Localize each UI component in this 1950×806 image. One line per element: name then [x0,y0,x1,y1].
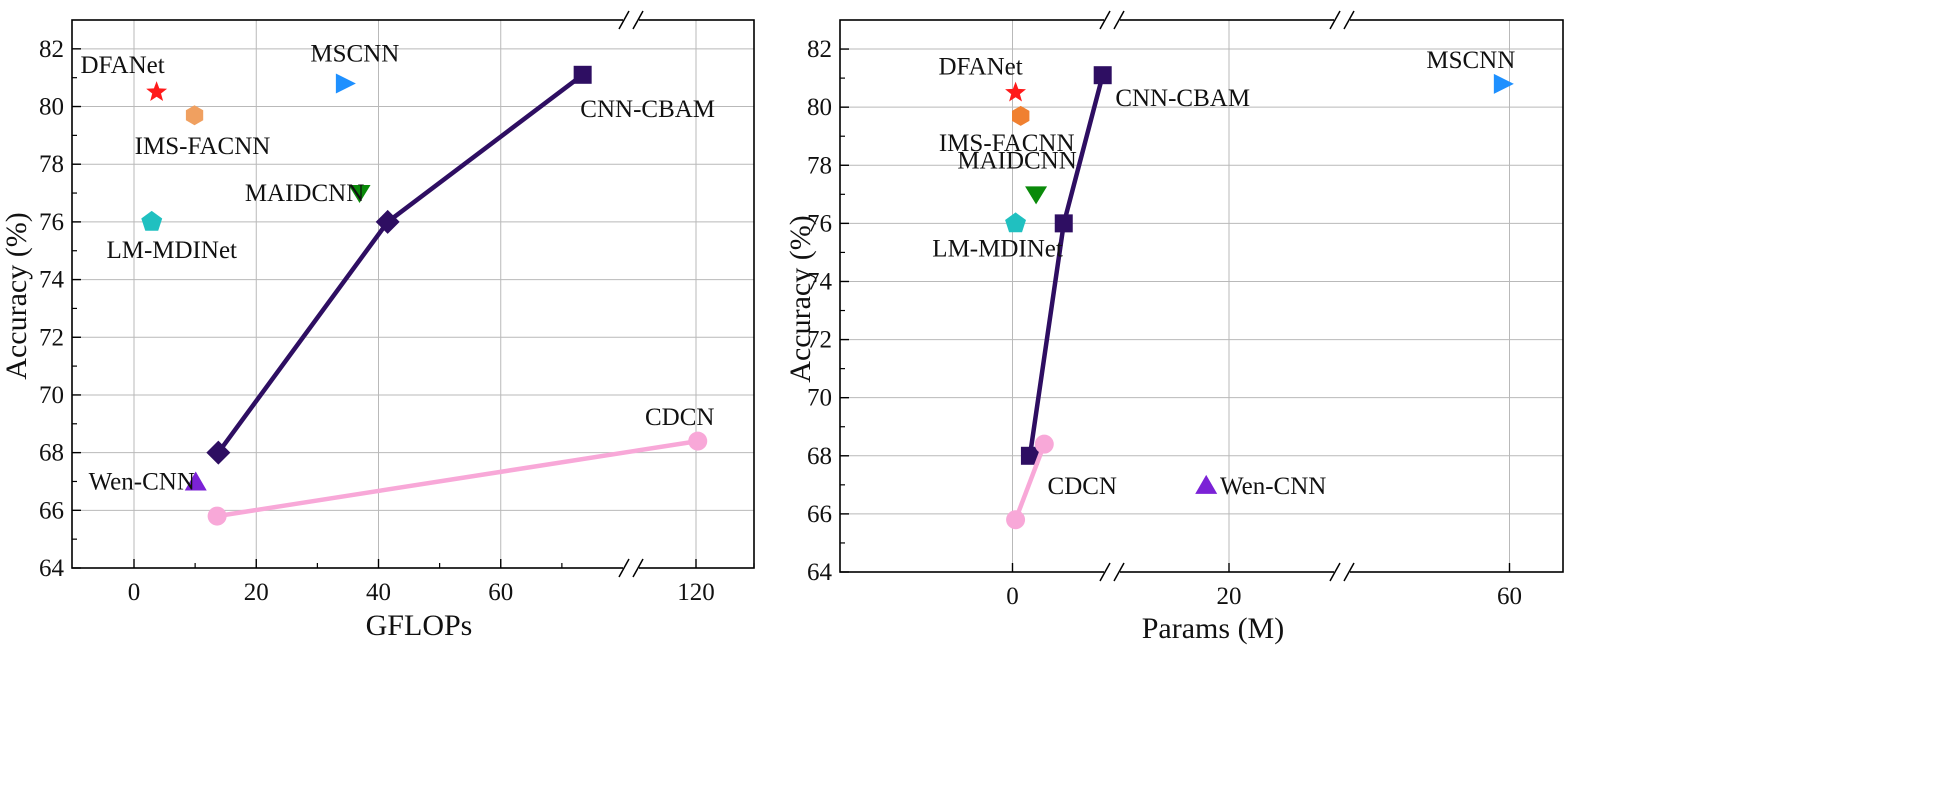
axis-break-mark [632,10,644,30]
point-marker-lm-mdinet [141,210,163,231]
point-label-mscnn: MSCNN [310,40,399,67]
y-tick-label: 78 [807,152,832,179]
axis-break-gap [1104,569,1120,575]
point-marker-ims-facnn [1012,105,1030,126]
chart-right-params: 64 66 68 70 72 74 76 78 80 82 0 20 60 Params (M) Accur… [784,10,1564,645]
axis-break-mark [1329,10,1341,30]
x-tick-label: 120 [677,579,715,606]
point-marker-maidcnn [348,185,371,204]
series-line-cdcn [1013,443,1047,521]
series-line-cdcn [216,438,699,519]
axis-break-mark [618,558,630,578]
axis-break-gap [1104,17,1120,23]
y-axis-title: Accuracy (%) [784,215,817,382]
series-point-cdcn [1006,510,1026,530]
point-label-ims-facnn: IMS-FACNN [135,133,271,160]
y-tick-label: 74 [807,268,833,295]
series-point-cnn-cbam [573,65,592,84]
point-marker-lm-mdinet [1005,212,1026,233]
y-tick-label: 64 [39,555,65,582]
series-point-cnn-cbam [375,209,400,234]
series-point-cnn-cbam [1020,446,1039,465]
axis-break-mark [1343,10,1355,30]
point-marker-mscnn [1493,73,1514,94]
axis-break-mark [1329,562,1341,582]
y-tick-label: 78 [39,151,64,178]
chart-left-gflops: 64 66 68 70 72 74 76 78 80 82 0 20 40 60 120 GFLOPs Accu… [0,10,755,642]
axis-break-mark [618,10,630,30]
axis-break-gap [1334,17,1350,23]
point-label-maidcnn: MAIDCNN [245,180,364,207]
plot-frame [71,19,755,569]
x-tick-label: 60 [1497,583,1522,610]
point-label-lm-mdinet: LM-MDINet [106,237,237,264]
y-tick-label: 80 [39,94,64,121]
x-tick-label: 0 [1006,583,1019,610]
series-label-cdcn: CDCN [645,404,714,431]
point-label-wen-cnn: Wen-CNN [1220,473,1326,500]
axis-break-gap [1334,569,1350,575]
y-tick-label: 72 [807,327,832,354]
plot-frame [839,19,1564,573]
y-tick-label: 64 [807,559,833,586]
axis-break-mark [1113,10,1125,30]
point-marker-mscnn [335,73,356,94]
series-point-cdcn [688,431,708,451]
x-tick-label: 40 [366,579,391,606]
y-tick-label: 74 [39,267,65,294]
point-marker-maidcnn [1025,186,1048,205]
point-label-mscnn: MSCNN [1426,47,1515,74]
point-marker-dfanet [1005,81,1026,102]
point-label-dfanet: DFANet [80,52,164,79]
series-point-cnn-cbam [1054,214,1073,233]
x-tick-label: 60 [488,579,513,606]
y-tick-label: 82 [39,36,64,63]
point-label-dfanet: DFANet [938,54,1022,81]
y-tick-label: 76 [39,209,64,236]
y-tick-label: 82 [807,36,832,63]
y-tick-label: 76 [807,210,832,237]
axis-break-gap [623,565,639,571]
series-label-cnn-cbam: CNN-CBAM [1115,85,1250,112]
point-label-maidcnn: MAIDCNN [957,147,1076,174]
y-tick-label: 68 [807,443,832,470]
axis-break-mark [1343,562,1355,582]
series-line-cnn-cbam [216,73,585,454]
x-tick-label: 20 [244,579,269,606]
y-tick-label: 72 [39,324,64,351]
y-tick-label: 66 [807,501,832,528]
y-axis-title: Accuracy (%) [0,212,33,379]
axis-break-mark [1099,562,1111,582]
series-point-cnn-cbam [1093,66,1112,85]
y-tick-label: 70 [807,385,832,412]
axis-break-mark [1113,562,1125,582]
point-marker-ims-facnn [185,105,204,126]
series-point-cnn-cbam [206,440,231,465]
axis-break-gap [623,17,639,23]
x-tick-label: 0 [128,579,141,606]
point-label-ims-facnn: IMS-FACNN [939,130,1075,157]
y-tick-label: 70 [39,382,64,409]
point-marker-wen-cnn [184,471,207,491]
y-tick-label: 80 [807,94,832,121]
point-marker-wen-cnn [1195,474,1218,494]
point-label-lm-mdinet: LM-MDINet [932,235,1063,262]
y-tick-label: 68 [39,440,64,467]
series-label-cdcn: CDCN [1048,473,1117,500]
series-label-cnn-cbam: CNN-CBAM [580,96,715,123]
point-marker-dfanet [146,81,168,101]
point-label-wen-cnn: Wen-CNN [89,468,195,495]
series-point-cdcn [1034,434,1054,454]
axis-break-mark [1099,10,1111,30]
x-axis-title: Params (M) [1142,612,1284,645]
x-tick-label: 20 [1217,583,1242,610]
series-point-cdcn [207,506,227,526]
x-axis-title: GFLOPs [366,609,473,642]
y-tick-label: 66 [39,497,64,524]
axis-break-mark [632,558,644,578]
